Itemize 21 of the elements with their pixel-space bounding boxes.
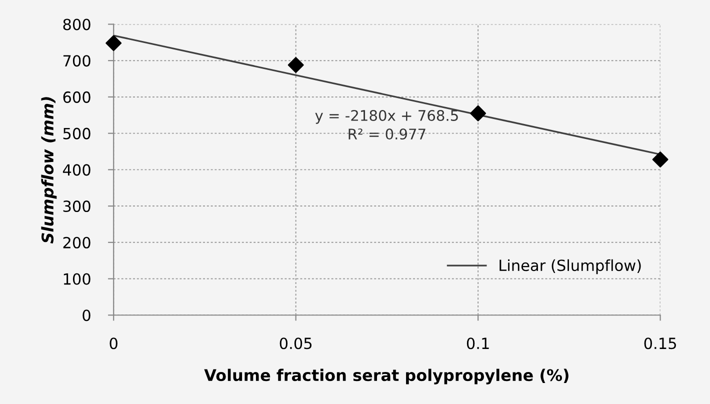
y-tick-label: 0 xyxy=(82,310,90,322)
y-tick-label: 300 xyxy=(63,200,90,212)
point xyxy=(288,56,304,73)
y-tick-label: 100 xyxy=(64,273,90,285)
y-axis-title: Slumpflow (mm) xyxy=(41,97,57,244)
point xyxy=(652,152,668,168)
x-tick-label: 0.05 xyxy=(280,338,312,350)
y-tick-label: 200 xyxy=(63,236,90,248)
x-tick-label: 0.1 xyxy=(466,338,489,350)
point xyxy=(470,105,486,122)
y-tick-label: 500 xyxy=(63,128,90,140)
annotation: y = -2180x + 768.5 R² = 0.977 xyxy=(315,110,458,140)
x-tick-label: 0.15 xyxy=(644,338,676,350)
point xyxy=(106,35,122,52)
x-axis-title: Volume fraction serat polypropylene (%) xyxy=(204,368,568,384)
y-tick-label: 700 xyxy=(63,55,90,67)
x-tick-label: 0 xyxy=(110,338,118,350)
y-tick-label: 400 xyxy=(62,164,90,176)
legend-label: Linear (Slumpflow) xyxy=(500,259,641,274)
y-tick-label: 600 xyxy=(63,91,90,103)
y-tick-label: 800 xyxy=(63,18,90,30)
